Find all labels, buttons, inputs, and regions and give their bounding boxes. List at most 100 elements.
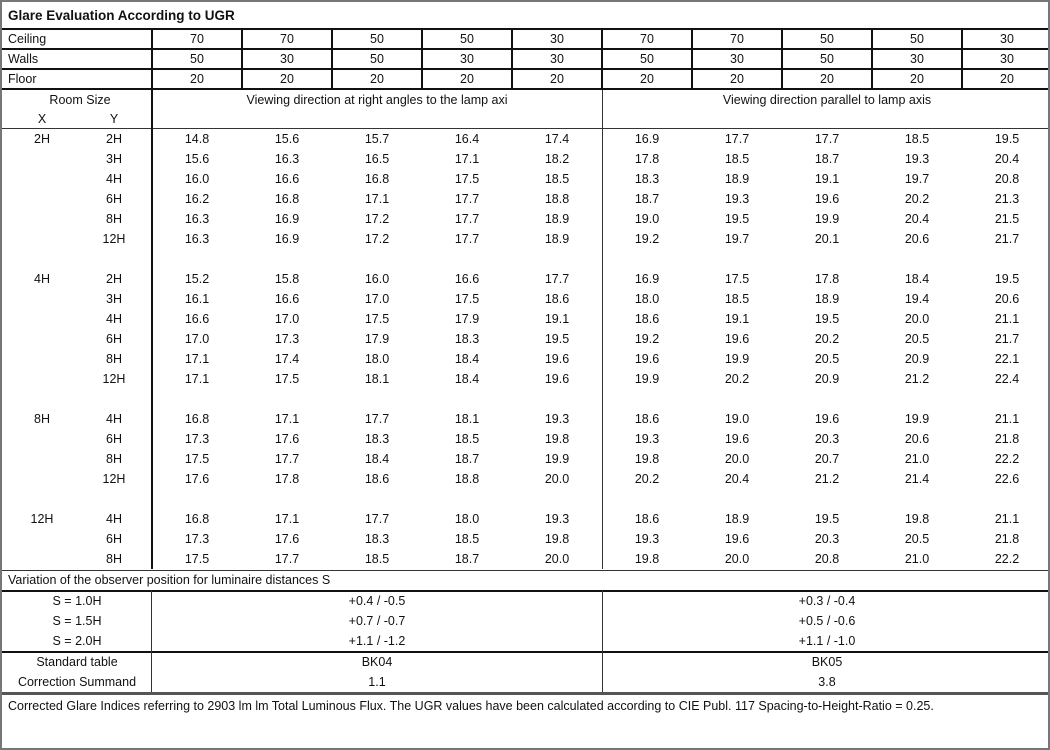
ugr-value: 18.5 (454, 532, 480, 546)
ugr-value: 19.8 (544, 432, 570, 446)
ugr-value: 17.5 (724, 272, 750, 286)
ugr-value: 19.9 (634, 372, 660, 386)
ugr-value: 20.0 (724, 552, 750, 566)
room-y: 12H (102, 472, 126, 486)
ugr-value: 18.3 (634, 172, 660, 186)
reflectance-value: 20 (190, 72, 204, 86)
ugr-value: 18.4 (904, 272, 930, 286)
ugr-value: 18.2 (544, 152, 570, 166)
ugr-value: 19.3 (544, 512, 570, 526)
ugr-value: 21.8 (994, 432, 1020, 446)
ugr-value: 16.8 (184, 512, 210, 526)
ugr-value: 18.8 (544, 192, 570, 206)
ugr-value: 16.2 (184, 192, 210, 206)
correction-summand-label: Correction Summand (17, 675, 137, 689)
ugr-value: 18.7 (454, 552, 480, 566)
variation-parallel: +1.1 / -1.0 (798, 634, 856, 648)
ugr-value: 22.1 (994, 352, 1020, 366)
ugr-value: 22.4 (994, 372, 1020, 386)
column-divider (331, 28, 333, 90)
reflectance-value: 20 (370, 72, 384, 86)
ugr-value: 20.4 (904, 212, 930, 226)
ugr-value: 18.6 (634, 412, 660, 426)
reflectance-value: 20 (460, 72, 474, 86)
room-y: 2H (106, 272, 122, 286)
ugr-value: 17.1 (274, 412, 300, 426)
ugr-value: 18.0 (364, 352, 390, 366)
ugr-value: 18.6 (544, 292, 570, 306)
ugr-value: 17.7 (724, 132, 750, 146)
ugr-value: 18.9 (544, 212, 570, 226)
ugr-value: 21.7 (994, 332, 1020, 346)
divider (2, 68, 1048, 70)
ugr-value: 17.0 (364, 292, 390, 306)
ugr-value: 18.6 (634, 312, 660, 326)
ugr-value: 15.6 (274, 132, 300, 146)
ugr-value: 19.6 (724, 532, 750, 546)
room-y: 8H (106, 212, 122, 226)
ugr-value: 21.1 (994, 412, 1020, 426)
ugr-value: 16.0 (184, 172, 210, 186)
room-y: 8H (106, 352, 122, 366)
room-x: 8H (34, 412, 50, 426)
ugr-value: 19.5 (994, 272, 1020, 286)
room-y: 4H (106, 512, 122, 526)
ugr-value: 22.2 (994, 552, 1020, 566)
room-y: 3H (106, 152, 122, 166)
ugr-value: 19.7 (904, 172, 930, 186)
variation-parallel: +0.5 / -0.6 (798, 614, 856, 628)
reflectance-label: Floor (8, 72, 37, 86)
reflectance-value: 70 (190, 32, 204, 46)
ugr-value: 18.3 (364, 532, 390, 546)
correction-summand-right: 1.1 (368, 675, 386, 689)
ugr-value: 20.7 (814, 452, 840, 466)
column-divider (871, 28, 873, 90)
ugr-value: 20.9 (904, 352, 930, 366)
ugr-value: 17.1 (364, 192, 390, 206)
ugr-value: 18.1 (364, 372, 390, 386)
ugr-value: 19.5 (814, 512, 840, 526)
ugr-value: 20.4 (994, 152, 1020, 166)
reflectance-value: 30 (910, 52, 924, 66)
ugr-value: 21.7 (994, 232, 1020, 246)
ugr-value: 20.2 (904, 192, 930, 206)
ugr-value: 17.9 (454, 312, 480, 326)
ugr-value: 17.3 (184, 432, 210, 446)
ugr-value: 19.2 (634, 232, 660, 246)
ugr-value: 17.8 (634, 152, 660, 166)
ugr-value: 20.9 (814, 372, 840, 386)
ugr-value: 20.5 (904, 332, 930, 346)
ugr-value: 17.0 (184, 332, 210, 346)
room-x: 12H (30, 512, 54, 526)
column-divider (602, 90, 603, 569)
ugr-value: 17.8 (814, 272, 840, 286)
ugr-value: 17.5 (184, 452, 210, 466)
room-y: 12H (102, 372, 126, 386)
reflectance-value: 70 (640, 32, 654, 46)
page-title: Glare Evaluation According to UGR (8, 8, 235, 23)
ugr-value: 18.7 (634, 192, 660, 206)
ugr-value: 18.0 (454, 512, 480, 526)
reflectance-value: 50 (820, 52, 834, 66)
divider (2, 128, 1048, 129)
ugr-value: 19.6 (814, 192, 840, 206)
ugr-value: 21.8 (994, 532, 1020, 546)
reflectance-label: Ceiling (8, 32, 47, 46)
ugr-value: 16.0 (364, 272, 390, 286)
ugr-value: 17.5 (454, 172, 480, 186)
ugr-value: 17.6 (274, 432, 300, 446)
ugr-value: 18.5 (364, 552, 390, 566)
divider (2, 28, 1048, 30)
ugr-value: 16.3 (184, 232, 210, 246)
reflectance-value: 50 (370, 32, 384, 46)
ugr-value: 18.4 (364, 452, 390, 466)
ugr-value: 19.1 (814, 172, 840, 186)
room-y: 4H (106, 312, 122, 326)
ugr-value: 20.6 (904, 432, 930, 446)
divider (2, 570, 1048, 571)
ugr-value: 21.1 (994, 512, 1020, 526)
ugr-value: 17.1 (184, 352, 210, 366)
column-divider (511, 28, 513, 90)
room-y: 6H (106, 332, 122, 346)
ugr-value: 19.6 (544, 352, 570, 366)
